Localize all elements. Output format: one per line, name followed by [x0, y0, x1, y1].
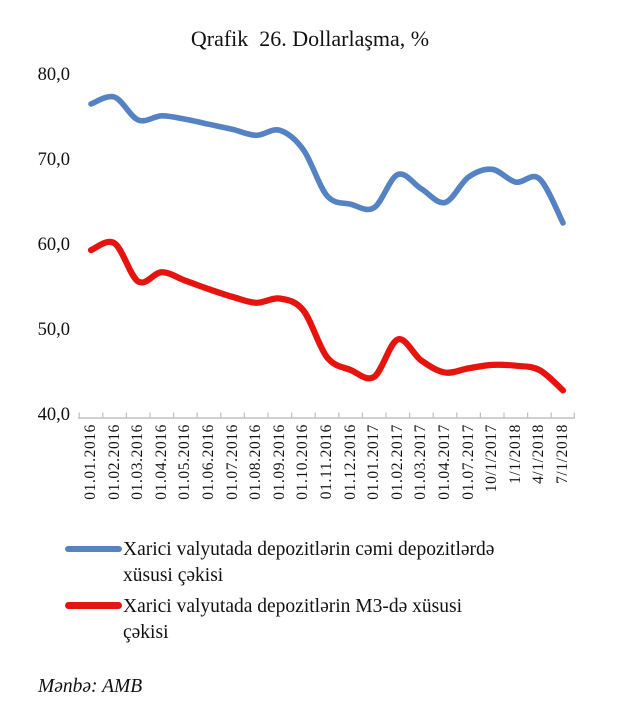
x-tick-label: 01.04.2016 [152, 424, 170, 500]
y-tick-label: 70,0 [37, 150, 70, 170]
x-tick-label: 01.08.2016 [247, 424, 265, 500]
x-tick-label: 01.09.2016 [270, 424, 288, 500]
series1-line-swatch [65, 546, 122, 552]
series-line-2 [87, 238, 567, 394]
x-tick-label: 01.03.2016 [129, 424, 147, 500]
x-tick-label: 01.02.2017 [388, 424, 406, 500]
legend-item-total-deposits: Xarici valyutada depozitlərin cəmi depoz… [65, 537, 494, 589]
series2-line-swatch [65, 602, 122, 609]
legend-item-m3: Xarici valyutada depozitlərin M3-də xüsu… [65, 594, 462, 646]
chart-title: Qrafik 26. Dollarlaşma, % [190, 26, 430, 51]
x-tick-label: 01.07.2017 [459, 424, 477, 500]
x-tick-label: 01.10.2016 [294, 424, 312, 500]
series-line-1 [88, 93, 566, 226]
x-tick-label: 01.01.2017 [365, 424, 383, 500]
y-tick-label: 50,0 [37, 320, 70, 340]
x-tick-label: 01.11.2016 [318, 424, 335, 500]
x-tick-label: 01.03.2017 [412, 424, 430, 500]
x-tick-label: 7/1/2018 [554, 424, 571, 484]
y-tick-label: 40,0 [37, 405, 70, 425]
x-tick-label: 01.06.2016 [200, 424, 217, 500]
x-tick-label: 1/1/2018 [506, 424, 524, 484]
x-tick-label: 01.05.2016 [176, 424, 194, 500]
x-tick-label: 4/1/2018 [530, 424, 548, 484]
x-tick-label: 01.04.2017 [436, 424, 453, 500]
x-tick-label: 01.07.2016 [223, 424, 241, 500]
x-tick-label: 01.01.2016 [82, 424, 99, 500]
y-tick-label: 60,0 [37, 235, 70, 255]
x-tick-label: 10/1/2017 [483, 424, 501, 493]
plot-area [78, 93, 575, 419]
legend-label-total-deposits: Xarici valyutada depozitlərin cəmi depoz… [123, 539, 495, 586]
source-note: Mənbə: AMB [38, 676, 143, 697]
x-tick-label: 01.12.2016 [341, 424, 359, 500]
legend-label-m3: Xarici valyutada depozitlərin M3-də xüsu… [123, 596, 462, 643]
y-tick-label: 80,0 [37, 65, 70, 85]
x-tick-label: 01.02.2016 [105, 424, 123, 500]
